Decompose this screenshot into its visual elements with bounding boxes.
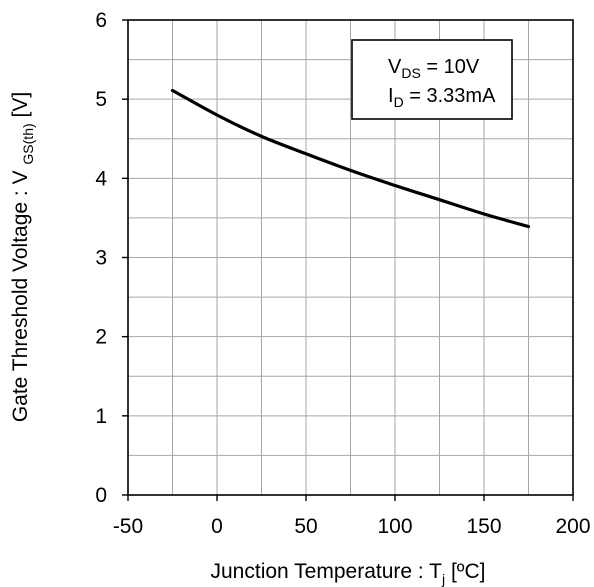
y-tick-label: 3 [95, 247, 107, 270]
y-tick-label: 0 [95, 484, 107, 507]
x-tick-label: 150 [466, 515, 501, 538]
y-tick-label: 1 [95, 405, 107, 428]
x-tick-label: 200 [555, 515, 590, 538]
series-layer [170, 88, 531, 229]
x-axis-title: Junction Temperature : Tj [ºC] [211, 560, 486, 587]
annotation-vds: VDS = 10V [388, 56, 480, 81]
x-tick-label: 0 [211, 515, 223, 538]
y-tick-label: 6 [95, 9, 107, 32]
annotation-box: VDS = 10V ID = 3.33mA [351, 39, 513, 120]
series-line [170, 88, 531, 229]
x-tick-label: 100 [377, 515, 412, 538]
y-tick-label: 4 [95, 167, 107, 190]
ticks: -50 0 50 100 150 200 0 1 2 3 4 5 6 [95, 9, 590, 538]
annotation-frame [351, 39, 513, 120]
x-tick-label: -50 [113, 515, 143, 538]
x-tick-label: 50 [294, 515, 317, 538]
annotation-id: ID = 3.33mA [388, 85, 496, 110]
y-tick-label: 2 [95, 326, 107, 349]
y-tick-label: 5 [95, 88, 107, 111]
y-axis-title: Gate Threshold Voltage : V GS(th) [V] [9, 92, 36, 422]
